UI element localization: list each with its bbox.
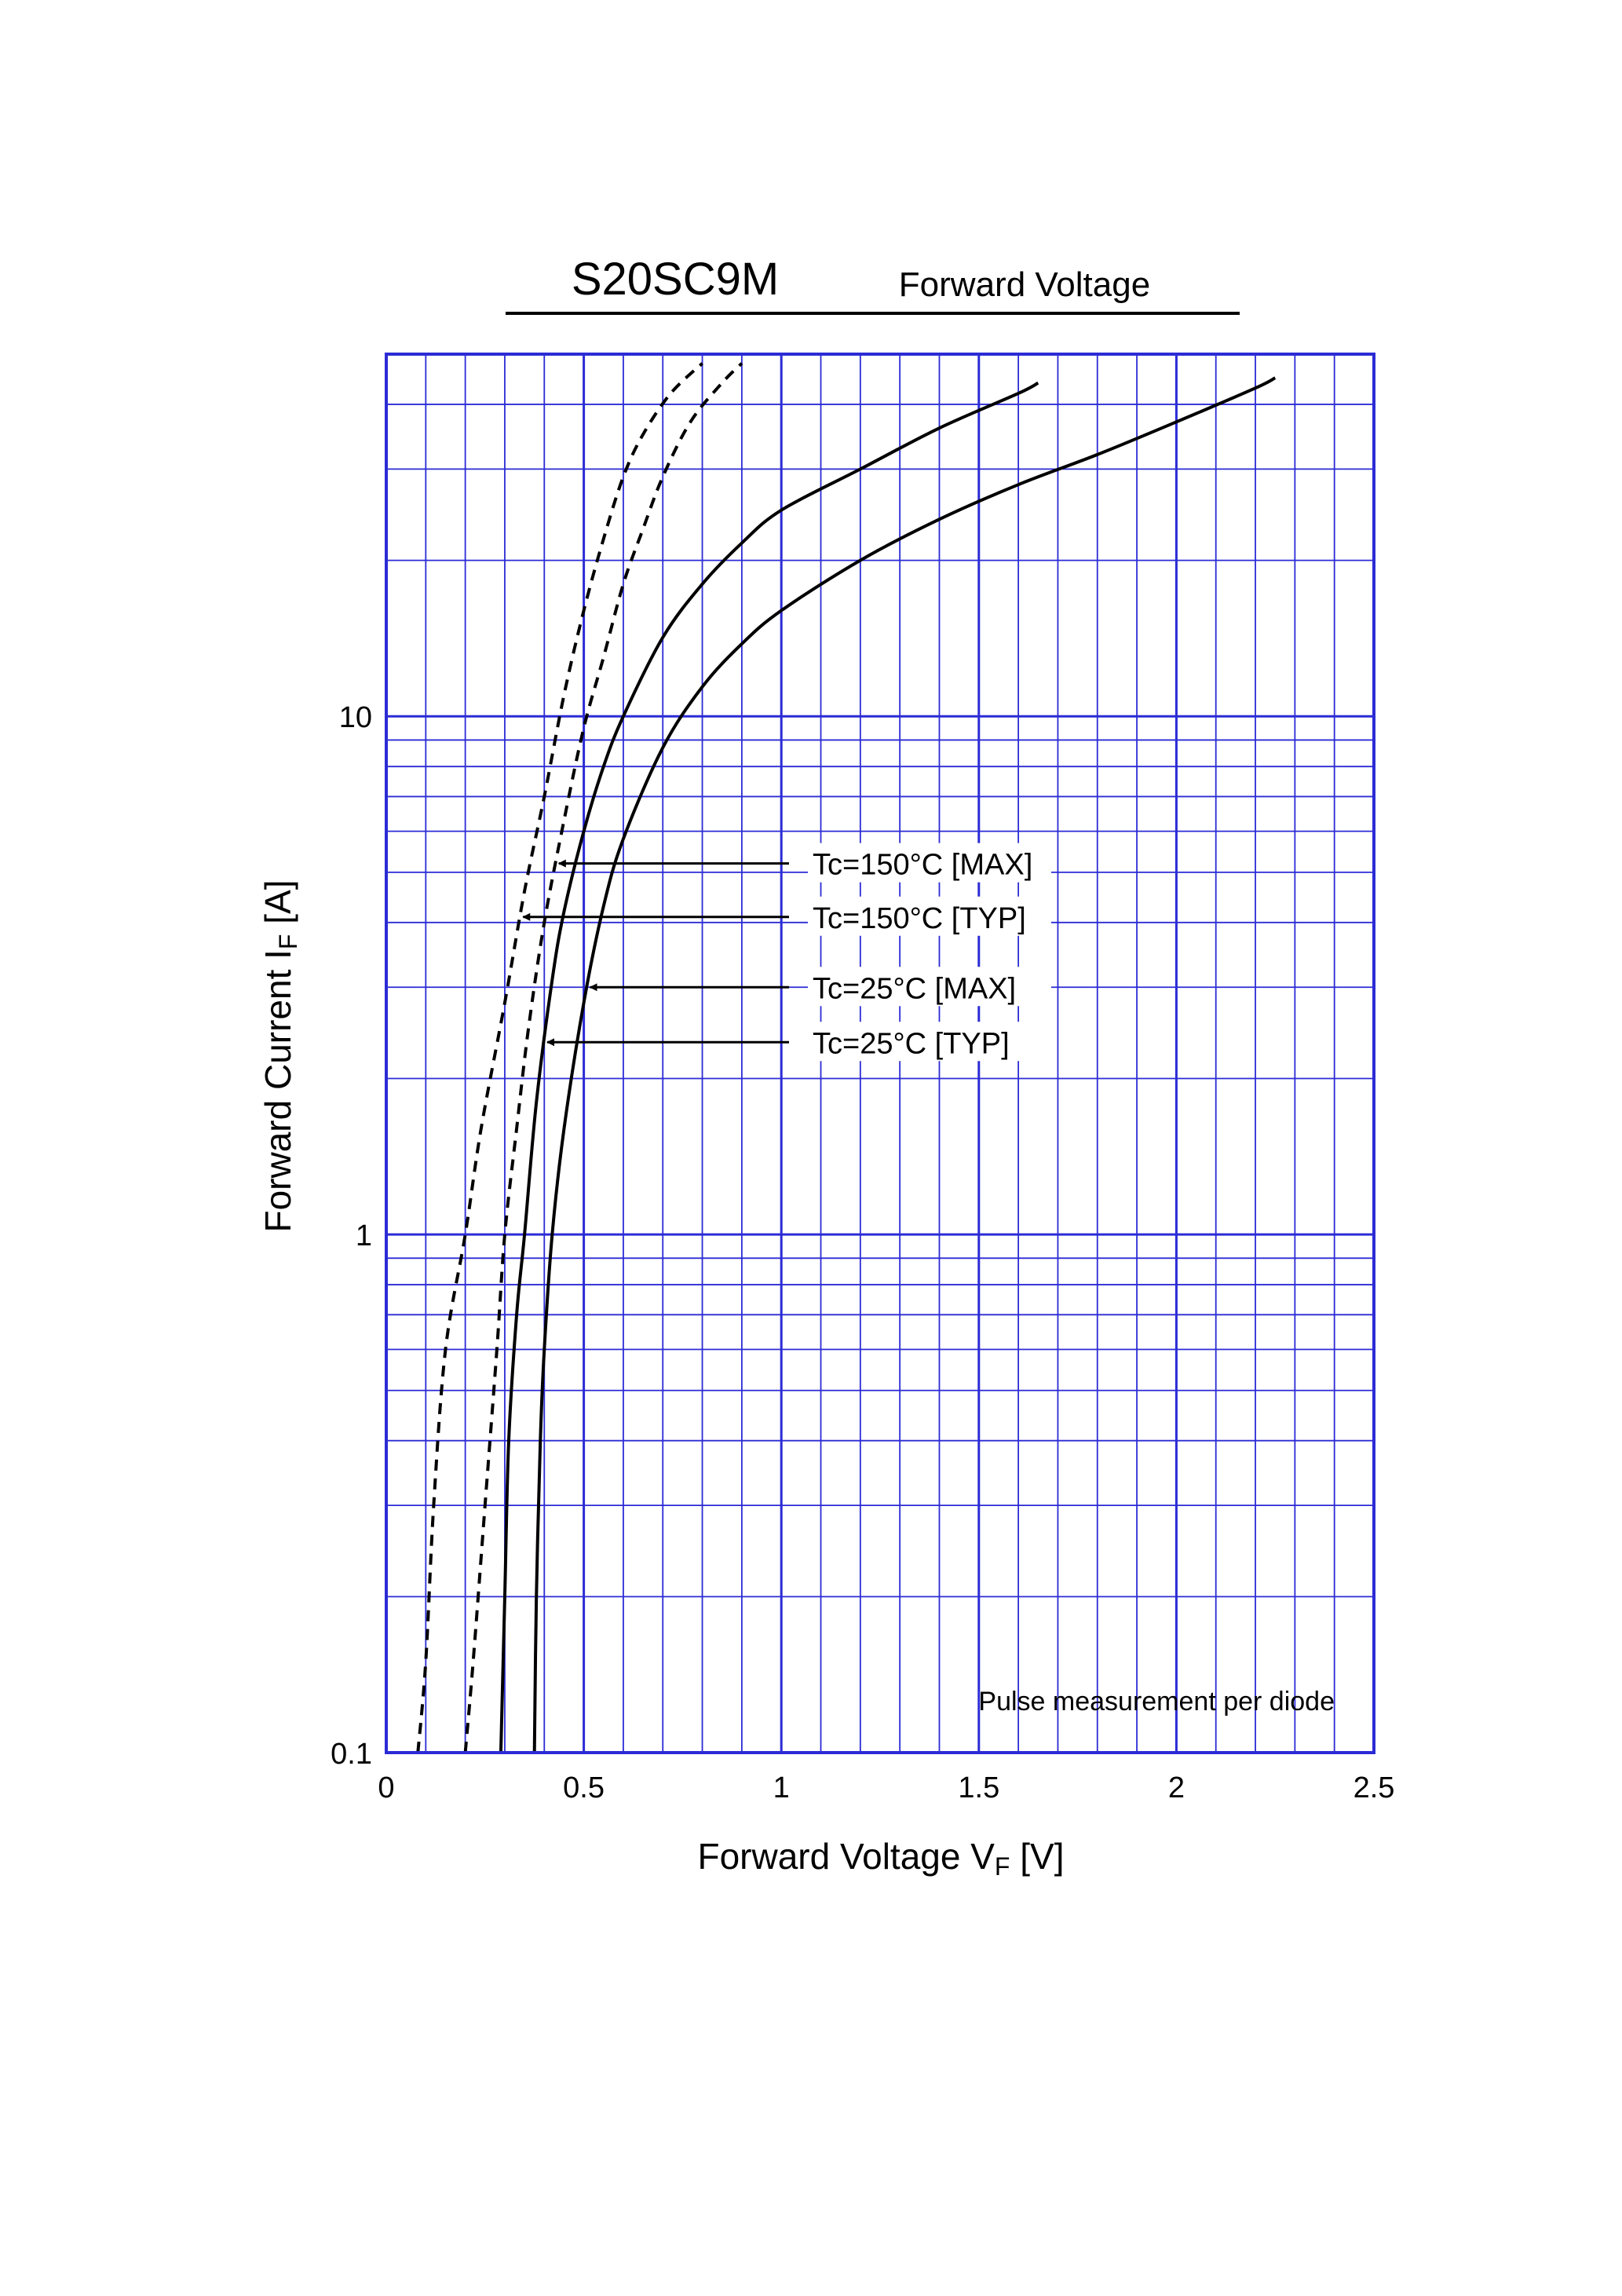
plot-frame	[385, 353, 1375, 1754]
y-axis-label-main: Forward Current I	[258, 949, 298, 1232]
chart-title: S20SC9M	[572, 254, 779, 305]
x-axis-label-subscript: F	[995, 1852, 1010, 1881]
annotations: Tc=150°C [MAX] Tc=150°C [TYP] Tc=25°C [MAX…	[522, 843, 1051, 1062]
y-tick-label: 10	[339, 701, 372, 734]
series-line-tc-25-c-max	[532, 376, 1277, 1753]
curves	[416, 362, 1277, 1753]
series-line-tc-150-c-max	[463, 362, 743, 1753]
y-axis-label-unit: [A]	[258, 879, 298, 934]
x-tick-label: 2.5	[1353, 1771, 1395, 1804]
x-axis-label: Forward Voltage VF [V]	[698, 1836, 1065, 1881]
y-axis-label: Forward Current IF [A]	[258, 879, 302, 1232]
annotation-background	[808, 896, 1051, 936]
measurement-note: Pulse measurement per diode	[978, 1687, 1335, 1717]
annotation-label: Tc=150°C [TYP]	[813, 902, 1026, 935]
plot-border	[385, 353, 1375, 1754]
x-tick-label: 2	[1168, 1771, 1185, 1804]
x-axis-label-unit: [V]	[1010, 1836, 1064, 1877]
x-tick-label: 0	[378, 1771, 394, 1804]
x-tick-label: 1.5	[958, 1771, 999, 1804]
chart-subtitle: Forward Voltage	[899, 265, 1150, 304]
x-axis-label-main: Forward Voltage V	[698, 1836, 995, 1877]
annotation-background	[808, 967, 1051, 1007]
y-tick-label: 0.1	[331, 1738, 372, 1771]
y-tick-label: 1	[356, 1219, 372, 1252]
annotation-label: Tc=25°C [TYP]	[813, 1027, 1010, 1060]
annotation-label: Tc=25°C [MAX]	[813, 972, 1016, 1005]
y-axis-label-subscript: F	[274, 934, 302, 950]
annotation-background	[808, 843, 1051, 883]
tick-labels: 0 0.5 1 1.5 2 2.5 0.1 1 10	[331, 701, 1394, 1804]
annotation-background	[808, 1022, 1051, 1062]
x-tick-label: 1	[773, 1771, 790, 1804]
annotation-label: Tc=150°C [MAX]	[813, 849, 1032, 882]
x-tick-label: 0.5	[563, 1771, 605, 1804]
series-line-tc-150-c-typ	[416, 362, 703, 1753]
series-line-tc-25-c-typ	[499, 381, 1039, 1753]
